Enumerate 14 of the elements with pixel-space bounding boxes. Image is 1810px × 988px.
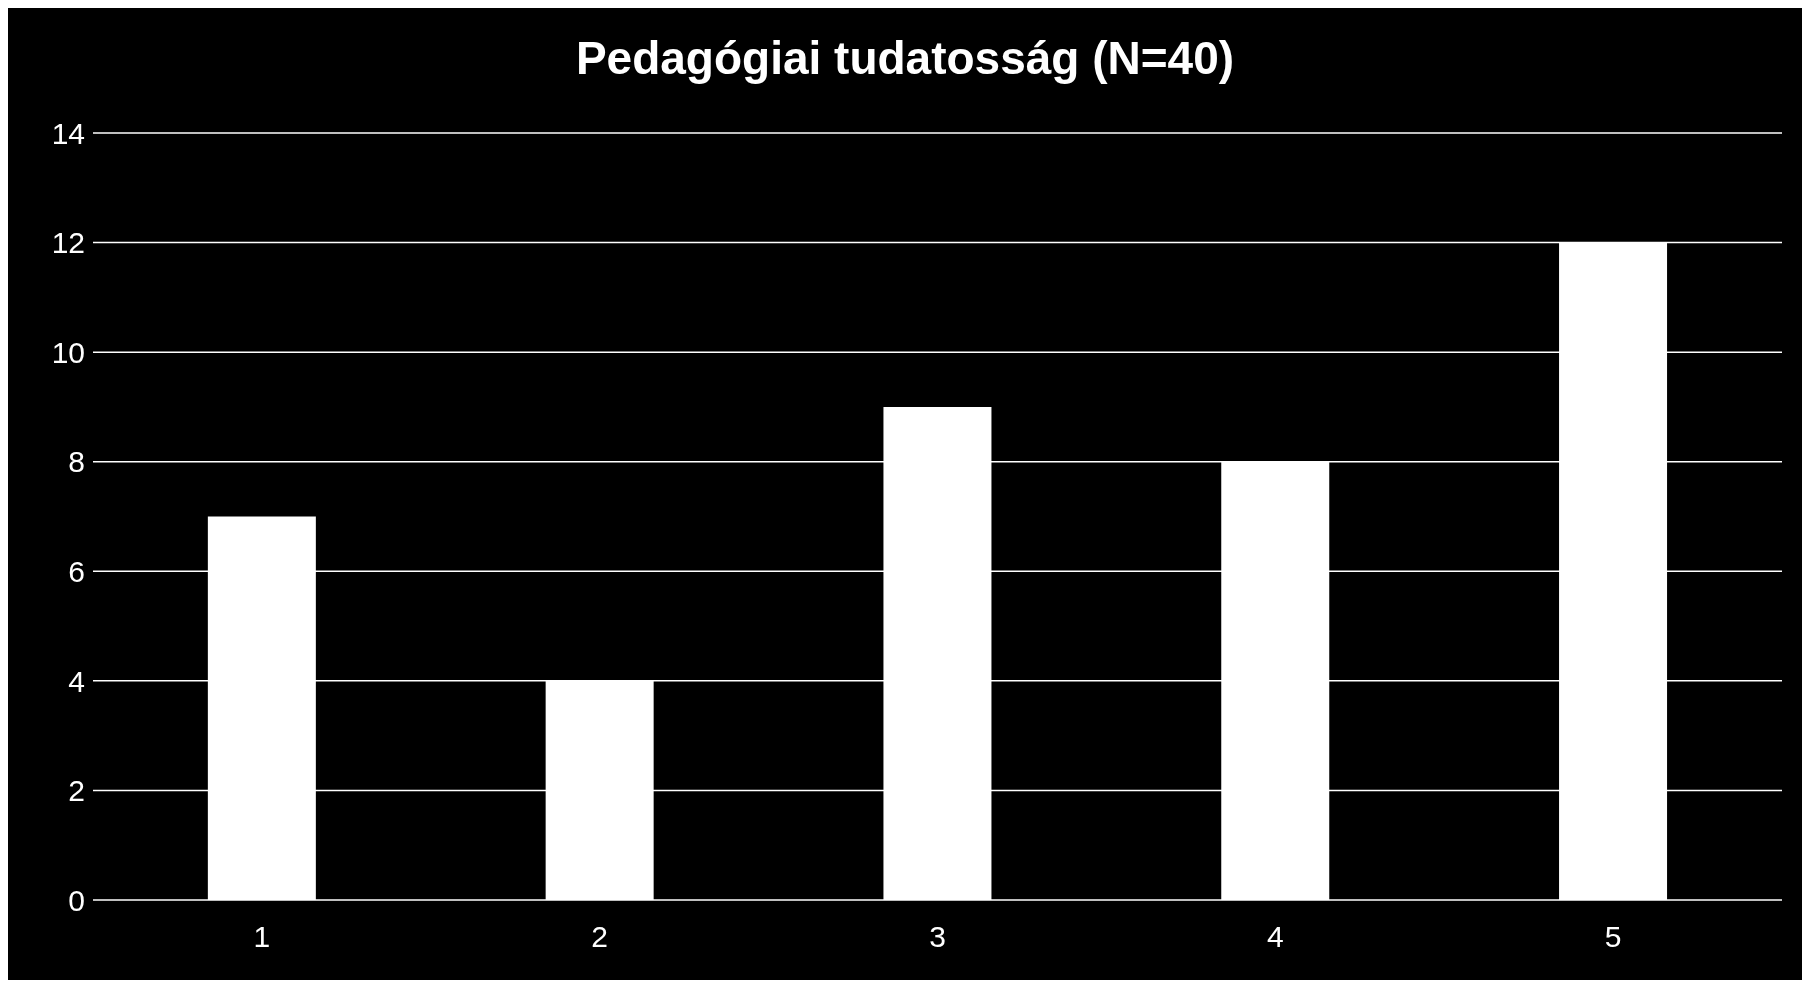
y-tick-label: 14 (51, 116, 85, 150)
y-tick-label: 0 (68, 883, 85, 917)
x-tick-label: 4 (1266, 920, 1284, 954)
y-tick-label: 10 (51, 335, 85, 369)
y-tick-label: 4 (68, 664, 85, 698)
x-tick-label: 1 (253, 920, 271, 954)
x-tick-label: 3 (929, 920, 946, 954)
y-tick-label: 6 (68, 554, 85, 588)
x-tick-label: 2 (591, 920, 609, 954)
y-tick-label: 12 (51, 226, 85, 260)
y-tick-label: 8 (68, 445, 85, 479)
x-tick-label: 5 (1604, 920, 1622, 954)
chart-title: Pedagógiai tudatosság (N=40) (574, 31, 1236, 86)
y-tick-label: 2 (68, 774, 85, 808)
